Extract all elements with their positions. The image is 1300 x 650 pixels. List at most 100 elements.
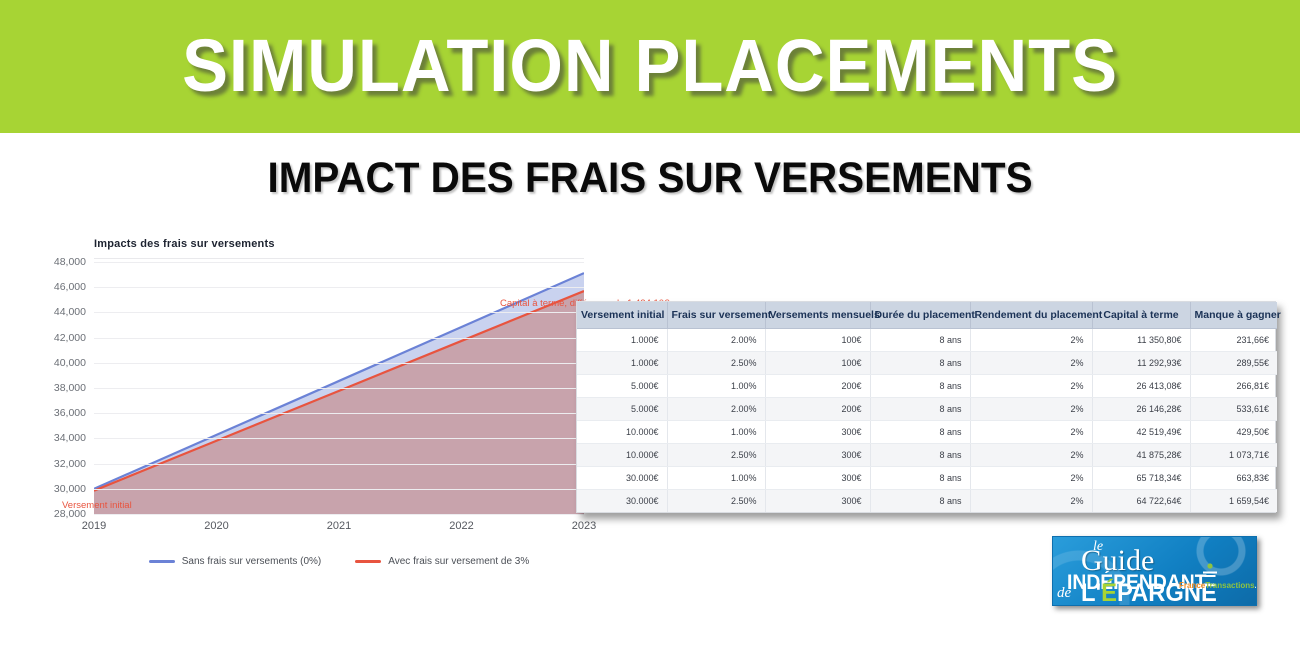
logo-epargne-accent: É [1101, 579, 1118, 606]
table-column-header[interactable]: Rendement du placement [970, 302, 1102, 329]
table-cell: 429,50€ [1190, 420, 1277, 444]
logo-text-epargne: L'ÉPARGNE [1081, 581, 1217, 606]
header-banner: SIMULATION PLACEMENTS [0, 0, 1300, 133]
table-cell: 2% [970, 443, 1093, 467]
chart-gridline [94, 438, 584, 440]
chart-container: Impacts des frais sur versements Verseme… [28, 230, 669, 590]
chart-y-tick-label: 42,000 [53, 331, 86, 344]
table-column-header[interactable]: Manque à gagner [1190, 302, 1281, 329]
logo-text-de: de [1057, 585, 1072, 601]
chart-y-tick-label: 46,000 [53, 281, 86, 294]
table-column-header[interactable]: Versement initial [577, 302, 668, 329]
table-row[interactable]: 5.000€ 2.00% 200€ 8 ans 2% 26 146,28€ 533,61€ [577, 397, 1277, 421]
table-cell: 2.50% [667, 351, 766, 375]
table-cell: 8 ans [870, 489, 971, 512]
table-cell: 41 875,28€ [1092, 443, 1191, 467]
table-cell: 30.000€ [577, 489, 668, 512]
chart-y-tick-label: 44,000 [53, 306, 86, 319]
table-cell: 300€ [765, 466, 871, 490]
table-row[interactable]: 30.000€ 2.50% 300€ 8 ans 2% 64 722,64€ 1 659,5… [577, 489, 1277, 512]
table-row[interactable]: 5.000€ 1.00% 200€ 8 ans 2% 26 413,08€ 266,81€ [577, 374, 1277, 398]
brand-france: France [1179, 581, 1206, 590]
logo-text-le: le [1093, 539, 1104, 554]
logo-epargne-rest: PARGNE [1117, 579, 1217, 606]
series-area-avec-frais [94, 291, 584, 514]
simulation-table-container: Versement initial Frais sur versement Vers… [576, 301, 1281, 513]
series-line-sans-frais [94, 272, 584, 490]
table-cell: 2% [970, 466, 1093, 490]
table-cell: 663,83€ [1190, 466, 1277, 490]
legend-item[interactable]: Avec frais sur versement de 3% [355, 556, 529, 567]
table-row[interactable]: 1.000€ 2.00% 100€ 8 ans 2% 11 350,80€ 231,66€ [577, 328, 1277, 352]
table-column-header[interactable]: Durée du placement [870, 302, 975, 329]
chart-x-tick-label: 2022 [449, 520, 474, 532]
brand-logo[interactable]: le Guide INDÉPENDANT de L'ÉPARGNE France… [1052, 536, 1257, 606]
table-column-header[interactable]: Frais sur versement [667, 302, 771, 329]
chart-gridline [94, 287, 584, 289]
simulation-table: Versement initial Frais sur versement Vers… [577, 302, 1281, 512]
table-cell: 2% [970, 351, 1093, 375]
chart-x-tick-label: 2019 [81, 520, 107, 532]
chart-y-tick-label: 36,000 [53, 407, 86, 420]
chart-plot-area: Versement initial Capital à terme, diffé… [54, 256, 669, 532]
table-cell: 1.00% [667, 466, 766, 490]
table-cell: 11 292,93€ [1092, 351, 1191, 375]
table-cell: 100€ [765, 328, 871, 352]
chart-gridline [94, 514, 584, 515]
legend-item[interactable]: Sans frais sur versements (0%) [148, 556, 321, 567]
table-cell: 26 146,28€ [1092, 397, 1191, 421]
table-cell: 65 718,34€ [1092, 466, 1191, 490]
table-cell: 8 ans [870, 443, 971, 467]
chart-y-tick-label: 48,000 [53, 256, 86, 268]
annotation-versement-initial: Versement initial [62, 500, 132, 511]
table-cell: 10.000€ [577, 420, 668, 444]
table-cell: 266,81€ [1190, 374, 1277, 398]
chart-x-tick-label: 2021 [326, 520, 352, 532]
chart-svg [94, 272, 584, 514]
table-cell: 8 ans [870, 328, 971, 352]
table-cell: 1 073,71€ [1190, 443, 1277, 467]
table-cell: 10.000€ [577, 443, 668, 467]
chart-gridline [94, 463, 584, 465]
legend-swatch-icon [355, 560, 382, 563]
table-cell: 30.000€ [577, 466, 668, 490]
table-row[interactable]: 10.000€ 2.50% 300€ 8 ans 2% 41 875,28€ 1 073,7… [577, 443, 1277, 467]
chart-gridline [94, 262, 584, 263]
brand-com: .com [1254, 581, 1257, 590]
table-cell: 2.50% [667, 489, 766, 512]
chart-y-tick-label: 40,000 [53, 356, 86, 369]
table-row[interactable]: 10.000€ 1.00% 300€ 8 ans 2% 42 519,49€ 429,50€ [577, 420, 1277, 444]
table-column-header[interactable]: Versements mensuels [765, 302, 880, 329]
table-cell: 8 ans [870, 374, 971, 398]
table-cell: 231,66€ [1190, 328, 1277, 352]
table-header-row: Versement initial Frais sur versement Vers… [577, 302, 1281, 329]
table-cell: 5.000€ [577, 374, 668, 398]
chart-title: Impacts des frais sur versements [94, 238, 275, 250]
chart-gridline [94, 362, 584, 364]
table-cell: 26 413,08€ [1092, 374, 1191, 398]
chart-x-tick-label: 2023 [571, 520, 597, 532]
table-column-header[interactable]: Capital à terme [1092, 302, 1191, 329]
logo-text-independant: INDÉPENDANT [1067, 571, 1207, 594]
table-cell: 1 659,54€ [1190, 489, 1277, 512]
table-cell: 1.000€ [577, 351, 668, 375]
table-cell: 200€ [765, 397, 871, 421]
page-subtitle: IMPACT DES FRAIS SUR VERSEMENTS [267, 154, 1033, 202]
table-row[interactable]: 30.000€ 1.00% 300€ 8 ans 2% 65 718,34€ 663,83€ [577, 466, 1277, 490]
people-mark-icon [1203, 563, 1217, 577]
chart-legend: Sans frais sur versements (0%) Avec frai… [94, 556, 584, 567]
chart-y-tick-label: 34,000 [53, 432, 86, 445]
table-cell: 300€ [765, 420, 871, 444]
table-cell: 1.00% [667, 420, 766, 444]
table-cell: 8 ans [870, 397, 971, 421]
table-row[interactable]: 1.000€ 2.50% 100€ 8 ans 2% 11 292,93€ 289,55€ [577, 351, 1277, 375]
page-title: SIMULATION PLACEMENTS [182, 24, 1118, 107]
table-cell: 42 519,49€ [1092, 420, 1191, 444]
table-cell: 2% [970, 397, 1093, 421]
legend-swatch-icon [148, 560, 175, 563]
table-cell: 2% [970, 374, 1093, 398]
table-cell: 1.000€ [577, 328, 668, 352]
table-cell: 8 ans [870, 420, 971, 444]
table-cell: 200€ [765, 374, 871, 398]
table-body: 1.000€ 2.00% 100€ 8 ans 2% 11 350,80€ 231,66€ 1… [577, 328, 1277, 512]
